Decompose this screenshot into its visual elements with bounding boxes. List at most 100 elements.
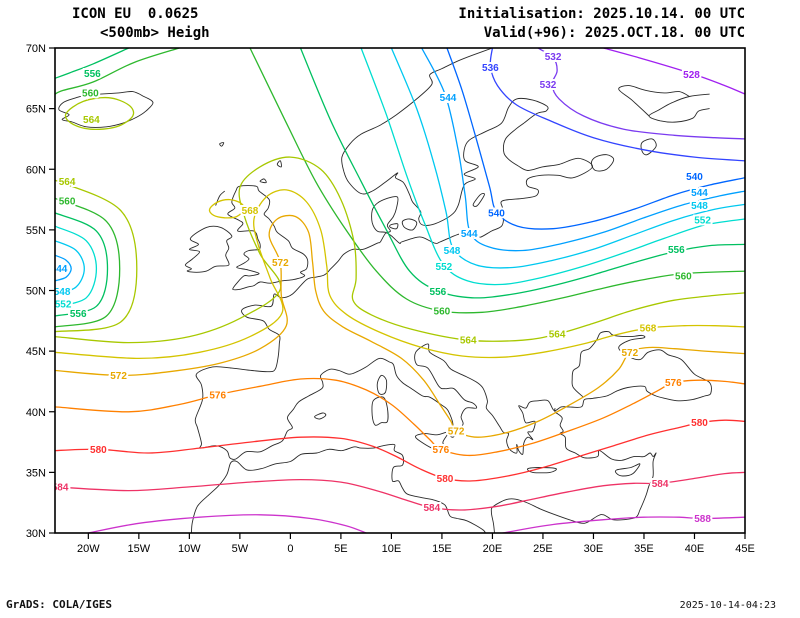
x-tick-label: 40E — [685, 543, 705, 555]
contour-label-564: 564 — [549, 330, 566, 341]
contour-552 — [55, 225, 98, 307]
coastline — [184, 225, 233, 273]
coastline — [227, 185, 309, 291]
axis-labels: 20W 15W 10W 5W 0 5E 10E 15E 20E 25E 30E 35E 40E 45E 70… — [26, 43, 755, 555]
contour-label-536: 536 — [482, 63, 499, 74]
x-tick-label: 5E — [334, 543, 347, 555]
contour-label-564: 564 — [460, 336, 477, 347]
contour-label-548: 548 — [691, 201, 708, 212]
contour-544 — [421, 48, 745, 252]
contour-564 — [55, 179, 138, 333]
coastline — [640, 138, 657, 156]
contour-label-556: 556 — [70, 309, 87, 320]
contour-lines — [55, 48, 745, 533]
init-time-label: Initialisation: 2025.10.14. 00 UTC — [458, 6, 745, 22]
contour-label-548: 548 — [54, 287, 71, 298]
contour-label-552: 552 — [694, 216, 711, 227]
contour-label-580: 580 — [691, 418, 708, 429]
contour-label-532: 532 — [540, 80, 557, 91]
contour-588 — [88, 514, 367, 533]
contour-label-576: 576 — [665, 378, 682, 389]
coastline — [259, 178, 267, 184]
coastline — [527, 467, 557, 474]
x-tick-label: 45E — [735, 543, 755, 555]
contour-label-528: 528 — [683, 70, 700, 81]
contour-560 — [55, 197, 121, 328]
coastline — [472, 192, 485, 207]
x-tick-label: 10E — [382, 543, 402, 555]
coastline — [190, 443, 486, 533]
coastline — [614, 463, 641, 477]
contour-548 — [55, 240, 85, 297]
x-tick-label: 10W — [178, 543, 201, 555]
coastline — [401, 218, 418, 231]
valid-time-label: Valid(+96): 2025.OCT.18. 00 UTC — [483, 25, 745, 41]
y-tick-label: 45N — [26, 346, 46, 358]
contour-label-540: 540 — [686, 172, 703, 183]
coastlines — [58, 48, 712, 533]
contour-label-584: 584 — [52, 482, 69, 493]
y-tick-label: 70N — [26, 43, 46, 55]
contour-label-584: 584 — [423, 503, 440, 514]
field-title: <500mb> Heigh — [100, 25, 210, 41]
coastline — [415, 431, 449, 451]
contour-label-532: 532 — [545, 52, 562, 63]
contour-labels: 5285325325365405405445445445485485525525… — [51, 50, 713, 527]
contour-580 — [55, 419, 745, 482]
y-tick-label: 40N — [26, 407, 46, 419]
contour-label-560: 560 — [675, 271, 692, 282]
coastline — [219, 142, 225, 147]
coastline — [314, 412, 327, 420]
contour-544 — [55, 254, 72, 282]
contour-564 — [55, 156, 745, 344]
x-tick-label: 25E — [533, 543, 553, 555]
contour-label-552: 552 — [436, 262, 453, 273]
model-title: ICON EU 0.0625 — [72, 6, 199, 22]
contour-588 — [502, 516, 745, 533]
contour-label-576: 576 — [433, 445, 450, 456]
contour-label-552: 552 — [55, 299, 72, 310]
contour-label-556: 556 — [84, 69, 101, 80]
coastline — [590, 154, 615, 172]
contour-label-544: 544 — [461, 229, 478, 240]
x-tick-label: 5W — [232, 543, 249, 555]
y-tick-label: 35N — [26, 467, 46, 479]
contour-540 — [446, 48, 745, 230]
contour-label-544: 544 — [51, 264, 68, 275]
contour-560 — [249, 48, 745, 314]
coastline — [215, 190, 226, 206]
contour-536 — [489, 48, 745, 162]
y-tick-label: 30N — [26, 528, 46, 540]
contour-label-544: 544 — [691, 188, 708, 199]
contour-label-556: 556 — [430, 287, 447, 298]
coastline — [194, 48, 712, 460]
contour-label-572: 572 — [621, 348, 638, 359]
contour-568 — [208, 198, 245, 219]
coastline — [58, 91, 154, 128]
contour-560 — [55, 48, 180, 95]
contour-label-568: 568 — [640, 324, 657, 335]
grads-credit: GrADS: COLA/IGES — [6, 598, 112, 611]
x-tick-label: 15W — [128, 543, 151, 555]
contour-label-560: 560 — [434, 307, 451, 318]
contour-552 — [360, 48, 745, 286]
contour-label-568: 568 — [242, 206, 259, 217]
coastline — [376, 374, 388, 395]
y-tick-label: 65N — [26, 104, 46, 116]
y-tick-label: 55N — [26, 225, 46, 237]
coastline — [276, 160, 282, 168]
contour-564 — [64, 96, 135, 131]
contour-label-572: 572 — [110, 371, 127, 382]
contour-label-576: 576 — [209, 390, 226, 401]
contour-532 — [537, 48, 745, 140]
x-tick-label: 15E — [432, 543, 452, 555]
coastline — [389, 223, 399, 230]
y-tick-label: 60N — [26, 164, 46, 176]
contour-556 — [55, 212, 109, 317]
map-frame — [54, 47, 746, 534]
contour-label-564: 564 — [83, 115, 100, 126]
contour-label-560: 560 — [82, 88, 99, 99]
contour-label-556: 556 — [668, 245, 685, 256]
